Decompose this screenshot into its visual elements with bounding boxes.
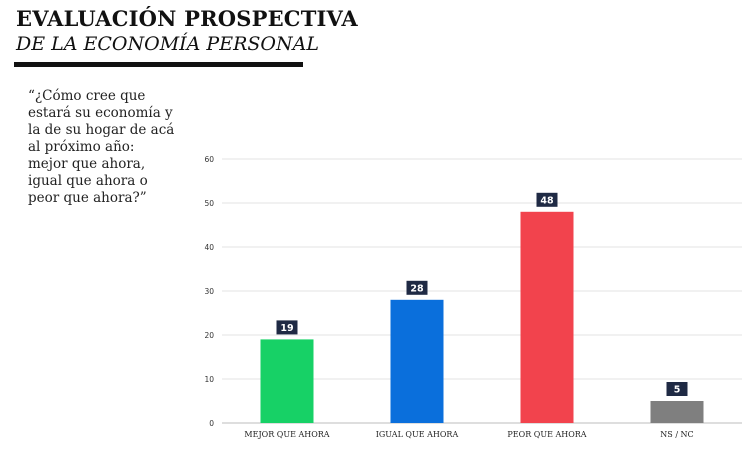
y-tick-label: 20 xyxy=(204,331,214,340)
data-label-box xyxy=(406,280,428,295)
y-tick-label: 10 xyxy=(204,375,214,384)
bar xyxy=(650,401,704,423)
y-tick-label: 50 xyxy=(204,199,214,208)
bar xyxy=(520,211,574,423)
bar xyxy=(260,339,314,423)
y-tick-label: 0 xyxy=(209,419,214,428)
data-label: 5 xyxy=(674,385,681,396)
y-tick-label: 30 xyxy=(204,287,214,296)
data-label: 28 xyxy=(410,283,424,294)
data-label: 48 xyxy=(540,195,554,206)
survey-question: “¿Cómo cree que estará su economía y la … xyxy=(28,88,175,206)
x-tick-label: MEJOR QUE AHORA xyxy=(244,430,329,439)
bar xyxy=(390,299,444,423)
chart-title: EVALUACIÓN PROSPECTIVA xyxy=(16,6,358,31)
x-tick-label: IGUAL QUE AHORA xyxy=(376,430,459,439)
data-label-box xyxy=(666,382,688,396)
title-underline xyxy=(14,62,303,67)
data-label: 19 xyxy=(280,323,293,334)
x-tick-label: PEOR QUE AHORA xyxy=(507,430,586,439)
chart-subtitle: DE LA ECONOMÍA PERSONAL xyxy=(16,33,319,55)
y-tick-label: 40 xyxy=(204,243,214,252)
x-tick-label: NS / NC xyxy=(660,430,693,439)
y-tick-label: 60 xyxy=(204,155,214,164)
data-label-box xyxy=(276,320,298,335)
data-label-box xyxy=(536,192,558,207)
